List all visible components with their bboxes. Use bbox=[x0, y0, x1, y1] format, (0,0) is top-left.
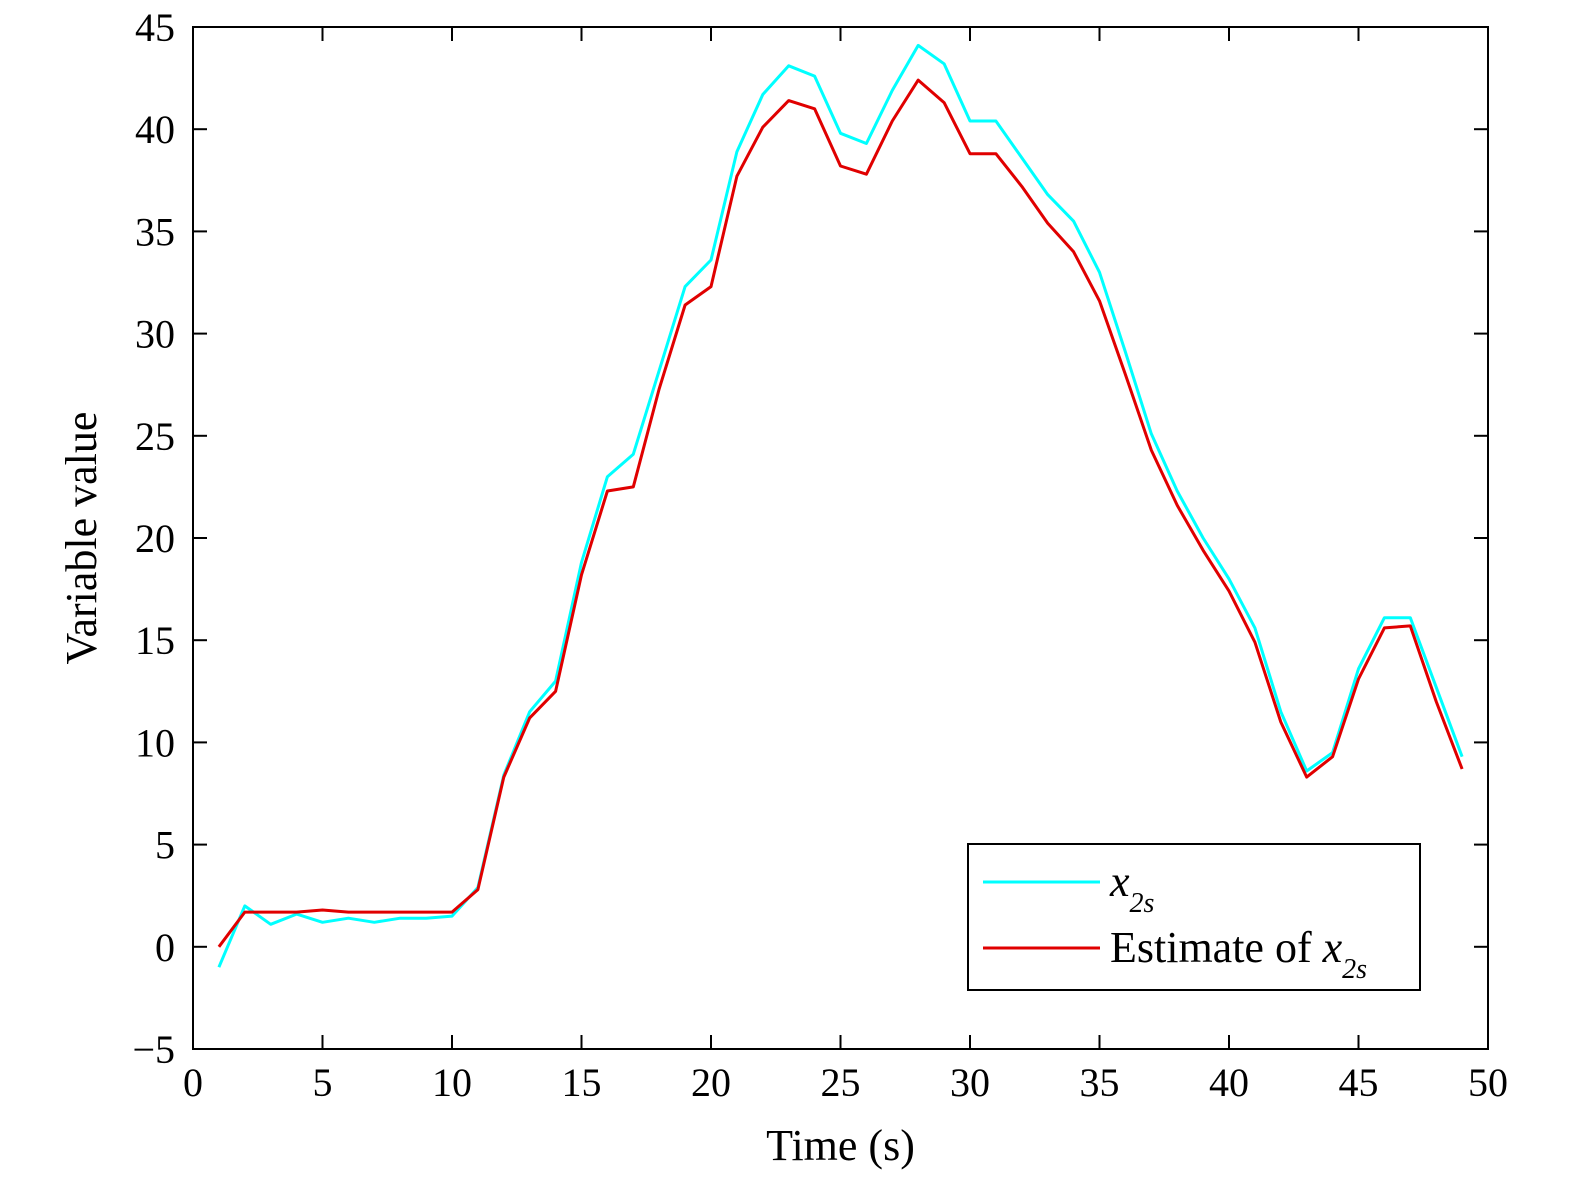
legend-symbol: x bbox=[1109, 857, 1130, 906]
x-tick-label: 40 bbox=[1209, 1060, 1249, 1105]
x-tick-label: 5 bbox=[313, 1060, 333, 1105]
series-lines bbox=[217, 43, 1464, 968]
y-tick-label: 25 bbox=[135, 414, 175, 459]
legend-symbol: x bbox=[1322, 923, 1343, 972]
x-tick-label: 35 bbox=[1080, 1060, 1120, 1105]
x-axis-label: Time (s) bbox=[766, 1121, 915, 1170]
legend-subscript: 2s bbox=[1130, 888, 1155, 919]
legend-entry-estimate: Estimate of x2s bbox=[1110, 923, 1367, 985]
y-tick-label: −5 bbox=[132, 1027, 175, 1072]
legend-prefix: Estimate of bbox=[1110, 923, 1323, 972]
y-tick-label: 5 bbox=[155, 823, 175, 868]
y-tick-label: 30 bbox=[135, 312, 175, 357]
series-line-x2s bbox=[217, 43, 1464, 968]
x-tick-label: 10 bbox=[432, 1060, 472, 1105]
legend-entry-x2s: x2s bbox=[1109, 857, 1155, 919]
legend-box bbox=[967, 843, 1421, 991]
x-tick-label: 45 bbox=[1339, 1060, 1379, 1105]
y-axis-label: Variable value bbox=[57, 412, 106, 665]
x-tick-label: 25 bbox=[821, 1060, 861, 1105]
y-tick-label: 45 bbox=[135, 5, 175, 50]
legend: x2s Estimate of x2s bbox=[967, 843, 1421, 991]
y-tick-label: 35 bbox=[135, 209, 175, 254]
x-tick-label: 0 bbox=[183, 1060, 203, 1105]
y-tick-label: 40 bbox=[135, 107, 175, 152]
x-tick-label: 15 bbox=[562, 1060, 602, 1105]
plot-frame bbox=[192, 26, 1489, 1050]
y-tick-label: 15 bbox=[135, 618, 175, 663]
y-tick-label: 0 bbox=[155, 925, 175, 970]
y-tick-label: 10 bbox=[135, 720, 175, 765]
x-tick-label: 30 bbox=[950, 1060, 990, 1105]
series-line-estimate bbox=[217, 78, 1464, 948]
y-tick-label: 20 bbox=[135, 516, 175, 561]
legend-subscript: 2s bbox=[1342, 954, 1367, 985]
x-tick-label: 50 bbox=[1468, 1060, 1508, 1105]
x-tick-label: 20 bbox=[691, 1060, 731, 1105]
